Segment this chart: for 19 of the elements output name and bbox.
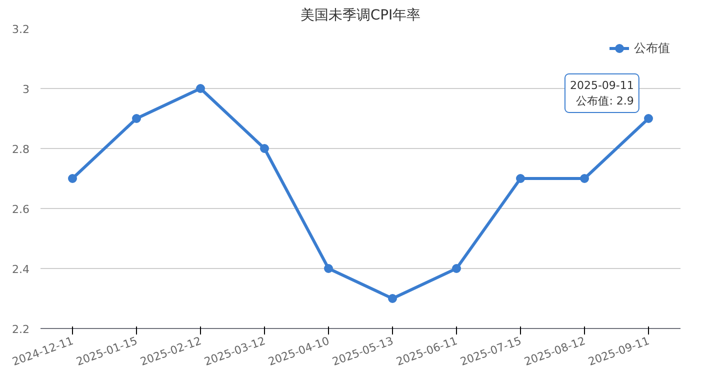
chart-title: 美国未季调CPI年率 (300, 8, 421, 24)
annotation: 2025-09-11 公布值: 2.9 (570, 78, 634, 108)
y-tick-label: 2.2 (12, 323, 30, 336)
point (196, 84, 205, 93)
point (580, 174, 589, 183)
point (516, 174, 525, 183)
y-tick-label: 3 (22, 83, 30, 96)
point (68, 174, 77, 183)
legend-label: 公布值 (634, 40, 670, 56)
point (260, 144, 269, 153)
y-tick-label: 2.6 (12, 203, 30, 216)
y-tick-label: 2.8 (12, 143, 30, 156)
point (324, 264, 333, 273)
point (132, 114, 141, 123)
point (644, 114, 653, 123)
y-tick-label: 2.4 (12, 263, 30, 276)
point (388, 294, 397, 303)
point (452, 264, 461, 273)
y-tick-label: 3.2 (12, 23, 30, 36)
